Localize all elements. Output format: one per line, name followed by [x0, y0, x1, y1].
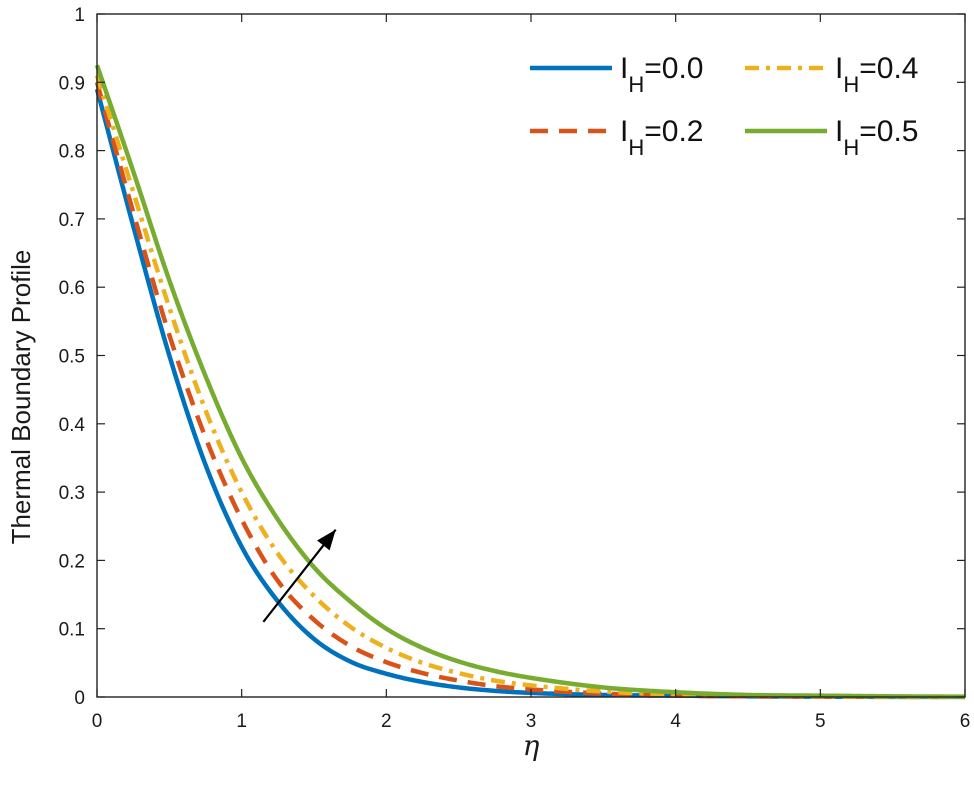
y-tick-label: 0.8 [59, 142, 85, 163]
y-tick-label: 0.3 [59, 483, 85, 504]
legend-label-3: IH=0.5 [835, 115, 918, 160]
legend-label-1: IH=0.2 [620, 115, 703, 160]
x-tick-label: 4 [670, 711, 681, 732]
x-tick-label: 3 [526, 711, 537, 732]
y-tick-label: 0.7 [59, 210, 85, 231]
x-tick-label: 1 [236, 711, 247, 732]
legend-label-0: IH=0.0 [620, 52, 703, 97]
y-tick-label: 0 [74, 688, 85, 709]
y-tick-label: 0.6 [59, 278, 85, 299]
y-tick-label: 0.2 [59, 551, 85, 572]
x-tick-label: 0 [92, 711, 103, 732]
tick-marks [96, 13, 966, 698]
y-tick-label: 0.9 [59, 73, 85, 94]
y-axis-label: Thermal Boundary Profile [6, 250, 36, 545]
x-tick-label: 5 [815, 711, 826, 732]
legend: IH=0.0 IH=0.2 IH=0.4 IH=0.5 [530, 52, 918, 160]
y-tick-label: 1 [74, 5, 85, 26]
x-tick-label: 2 [381, 711, 392, 732]
legend-label-2: IH=0.4 [835, 52, 918, 97]
y-tick-label: 0.5 [59, 347, 85, 368]
y-tick-label: 0.4 [59, 415, 86, 436]
annotation-arrow-head [317, 529, 336, 551]
plot-background [97, 14, 965, 697]
tick-labels: 0 1 2 3 4 5 6 0 0.1 0.2 0.3 0.4 0.5 0.6 0.7 0.8 0.9 1 [59, 5, 971, 732]
y-tick-label: 0.1 [59, 620, 85, 641]
x-tick-label: 6 [960, 711, 971, 732]
x-axis-label: η [523, 729, 540, 762]
annotation-layer [262, 528, 337, 623]
plot-area [97, 14, 965, 697]
